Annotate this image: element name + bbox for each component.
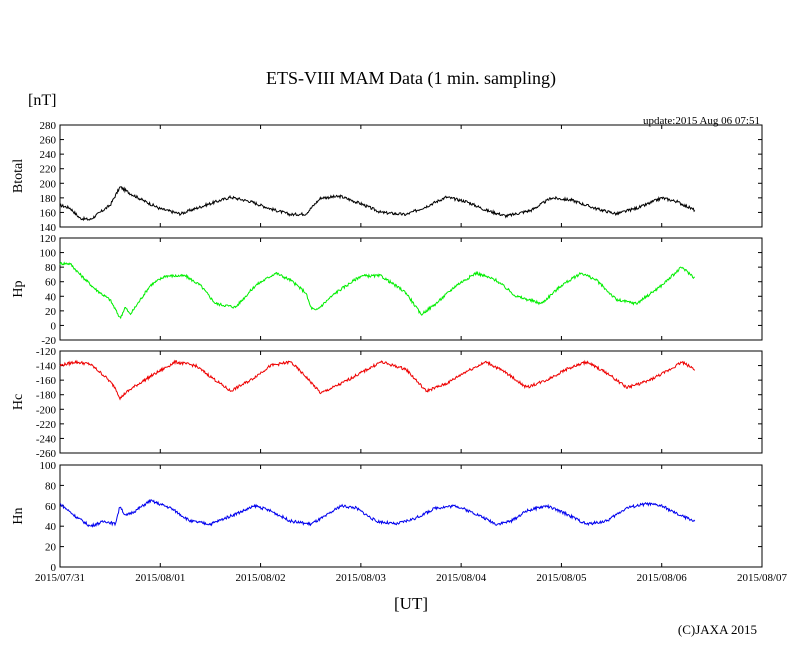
- y-tick-label: -120: [36, 346, 57, 358]
- y-tick-label: -260: [36, 448, 57, 460]
- plot-frame: [59, 350, 763, 454]
- y-tick-label: 280: [40, 120, 57, 132]
- y-tick-label: 160: [40, 207, 57, 219]
- x-tick-label: 2015/08/02: [236, 572, 286, 584]
- y-tick-label: 60: [45, 501, 57, 513]
- y-tick-label: 40: [45, 521, 57, 533]
- y-tick-label: 80: [45, 262, 57, 274]
- y-axis-label: Btotal: [11, 159, 26, 193]
- panels: 140160180200220240260280Btotal-200204060…: [11, 120, 763, 574]
- y-tick-label: 80: [45, 480, 57, 492]
- y-tick-label: 200: [40, 178, 57, 190]
- y-tick-label: 120: [40, 233, 57, 245]
- y-tick-label: 40: [45, 291, 57, 303]
- y-tick-label: -160: [36, 375, 57, 387]
- panel-hp: -20 0 20 40 60 80 100 120 Hp: [11, 233, 763, 347]
- y-tick-label: -140: [36, 361, 57, 373]
- x-axis-ticks: 2015/07/31 2015/08/01 2015/08/02 2015/08/03…: [35, 572, 788, 584]
- panel-hn: 0 20 40 60 80 100 Hn: [11, 460, 763, 574]
- y-axis-label: Hc: [11, 394, 26, 410]
- y-tick-label: 240: [40, 149, 57, 161]
- y-tick-label: -220: [36, 419, 57, 431]
- panel-btotal: 140 160 180 200 220 240 260 280 Btotal: [11, 120, 763, 234]
- panel-hc: -260 -240 -220 -200 -180 -160 -140 -120 Hc: [11, 346, 763, 460]
- y-tick-label: 100: [40, 248, 57, 260]
- y-tick-label: 60: [45, 277, 57, 289]
- plot-frame: [59, 124, 763, 228]
- y-tick-label: 0: [51, 320, 57, 332]
- update-timestamp: update:2015 Aug 06 07:51: [643, 115, 760, 127]
- x-tick-label: 2015/08/04: [436, 572, 487, 584]
- y-tick-label: 20: [45, 542, 57, 554]
- x-axis-label: [UT]: [394, 594, 428, 613]
- plot-frame: [59, 464, 763, 568]
- y-tick-label: -240: [36, 433, 57, 445]
- x-tick-label: 2015/07/31: [35, 572, 85, 584]
- x-tick-label: 2015/08/03: [336, 572, 387, 584]
- y-tick-label: 20: [45, 306, 57, 318]
- unit-label: [nT]: [28, 92, 56, 109]
- y-tick-label: 260: [40, 135, 57, 147]
- x-tick-label: 2015/08/01: [135, 572, 185, 584]
- y-tick-label: -180: [36, 390, 57, 402]
- y-tick-label: -200: [36, 404, 57, 416]
- y-axis-label: Hn: [11, 507, 26, 524]
- x-tick-label: 2015/08/06: [637, 572, 688, 584]
- y-tick-label: 140: [40, 222, 57, 234]
- copyright: (C)JAXA 2015: [678, 622, 757, 637]
- series-line-hn: [59, 498, 696, 528]
- series-line-hc: [59, 359, 696, 401]
- y-axis-label: Hp: [11, 280, 26, 297]
- chart-title: ETS-VIII MAM Data (1 min. sampling): [266, 68, 556, 89]
- y-tick-label: 0: [51, 562, 57, 574]
- x-tick-label: 2015/08/07: [737, 572, 788, 584]
- series-line-btotal: [59, 186, 696, 222]
- series-line-hp: [59, 261, 695, 320]
- x-tick-label: 2015/08/05: [536, 572, 587, 584]
- y-tick-label: -20: [41, 335, 56, 347]
- y-tick-label: 180: [40, 193, 57, 205]
- y-tick-label: 220: [40, 164, 57, 176]
- plot-frame: [59, 237, 763, 341]
- y-tick-label: 100: [40, 460, 57, 472]
